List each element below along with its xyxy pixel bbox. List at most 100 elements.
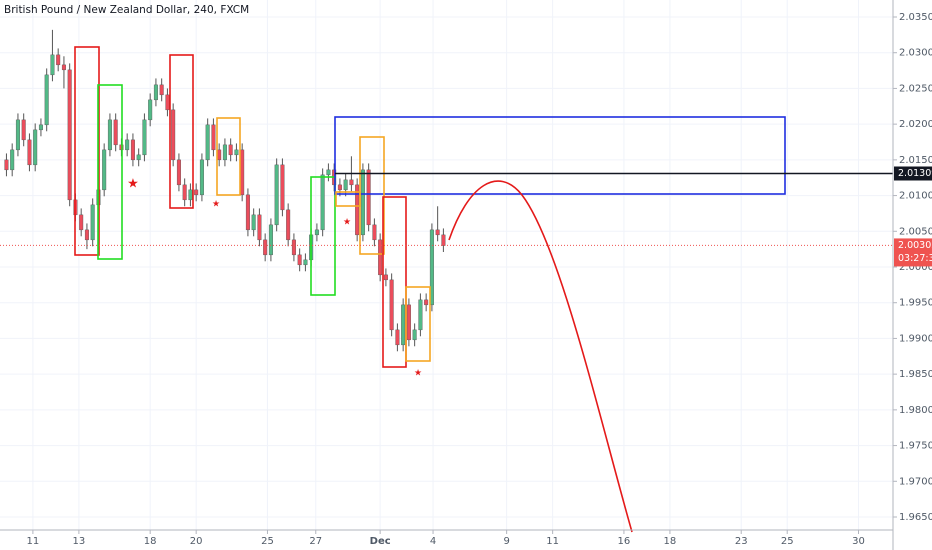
- x-tick-label: 16: [618, 536, 631, 547]
- x-tick-label: 4: [430, 536, 436, 547]
- candle-body: [107, 119, 112, 151]
- x-tick-label: 25: [781, 536, 794, 547]
- candle-body: [10, 149, 15, 171]
- drawing-rect: [74, 46, 100, 256]
- candle-body: [234, 149, 239, 156]
- candle-body: [205, 124, 210, 161]
- candle-body: [33, 129, 38, 166]
- candle-body: [15, 119, 20, 151]
- x-tick-label: 27: [309, 536, 322, 547]
- candle-body: [240, 149, 245, 196]
- candle-body: [176, 159, 181, 186]
- price-label: 2.00302: [898, 240, 932, 251]
- candle-body: [326, 169, 331, 176]
- candle-body: [257, 214, 262, 241]
- candle-body: [268, 224, 273, 256]
- candle-body: [182, 184, 187, 201]
- drawing-rect: [359, 136, 385, 255]
- x-tick-label: 18: [144, 536, 157, 547]
- candle-body: [222, 144, 227, 161]
- candle-body: [130, 139, 135, 161]
- candle-body: [211, 124, 216, 151]
- candle-body: [194, 189, 199, 196]
- y-tick-label: 1.96500: [899, 512, 932, 523]
- x-tick-label: 23: [735, 536, 748, 547]
- y-tick-label: 1.99500: [899, 298, 932, 309]
- candle-body: [320, 174, 325, 231]
- drawing-rect: [382, 196, 407, 368]
- candle-body: [21, 119, 26, 141]
- candle-body: [44, 74, 49, 126]
- candle-body: [148, 99, 153, 121]
- y-tick-label: 1.97000: [899, 476, 932, 487]
- y-tick-label: 1.97500: [899, 441, 932, 452]
- candle-body: [228, 144, 233, 156]
- candle-body: [280, 164, 285, 211]
- candle-body: [291, 239, 296, 256]
- candle-body: [251, 214, 256, 231]
- countdown-label: 03:27:37: [898, 253, 932, 264]
- candle-body: [159, 84, 164, 96]
- candle-body: [61, 64, 66, 71]
- candle-body: [125, 139, 130, 151]
- candle-body: [349, 179, 354, 186]
- y-tick-label: 1.98500: [899, 369, 932, 380]
- drawing-rect: [334, 116, 786, 195]
- candle-body: [378, 239, 383, 276]
- candle-body: [435, 229, 440, 236]
- candle-body: [418, 299, 423, 331]
- y-tick-label: 2.03000: [899, 48, 932, 59]
- candle-body: [389, 279, 394, 331]
- price-label-box: [894, 238, 932, 267]
- candle-body: [171, 109, 176, 161]
- y-tick-label: 2.00000: [899, 262, 932, 273]
- star: ★: [414, 369, 422, 379]
- candle-body: [4, 159, 9, 171]
- candle-body: [217, 149, 222, 161]
- candle-body: [188, 189, 193, 201]
- candle-body: [406, 304, 411, 341]
- candle-body: [199, 159, 204, 196]
- y-tick-label: 2.03500: [899, 12, 932, 23]
- candle-body: [38, 124, 43, 131]
- projection-curve: [448, 180, 633, 533]
- price-label-box: [894, 166, 932, 181]
- candle-body: [165, 94, 170, 111]
- x-tick-label: 20: [190, 536, 203, 547]
- star: ★: [212, 200, 220, 210]
- candle-body: [441, 234, 446, 246]
- candle-body: [153, 84, 158, 101]
- y-tick-label: 2.01000: [899, 191, 932, 202]
- drawing-rect: [97, 84, 123, 260]
- candle-body: [84, 229, 89, 241]
- candle-body: [343, 179, 348, 191]
- x-tick-label: 18: [664, 536, 677, 547]
- candle-body: [337, 184, 342, 191]
- candle-body: [136, 154, 141, 161]
- y-tick-label: 1.98000: [899, 405, 932, 416]
- candle-body: [303, 259, 308, 266]
- candle-body: [429, 229, 434, 306]
- candle-body: [383, 274, 388, 281]
- candle-body: [355, 184, 360, 236]
- candle-body: [67, 69, 72, 201]
- star: ★: [343, 218, 351, 228]
- candle-body: [314, 229, 319, 236]
- candle-body: [79, 214, 84, 231]
- candle-body: [360, 169, 365, 236]
- drawing-rect: [405, 286, 431, 362]
- y-tick-label: 2.01500: [899, 155, 932, 166]
- chart-title: British Pound / New Zealand Dollar, 240,…: [4, 4, 249, 16]
- candle-body: [395, 329, 400, 346]
- candle-body: [366, 169, 371, 226]
- candle-body: [412, 329, 417, 341]
- drawing-rect: [310, 176, 336, 296]
- price-label: 2.01309: [898, 168, 932, 179]
- x-tick-label: 13: [73, 536, 86, 547]
- y-tick-label: 2.00500: [899, 226, 932, 237]
- drawing-rect: [169, 54, 194, 209]
- y-tick-label: 2.02000: [899, 119, 932, 130]
- x-tick-label: Dec: [370, 536, 391, 547]
